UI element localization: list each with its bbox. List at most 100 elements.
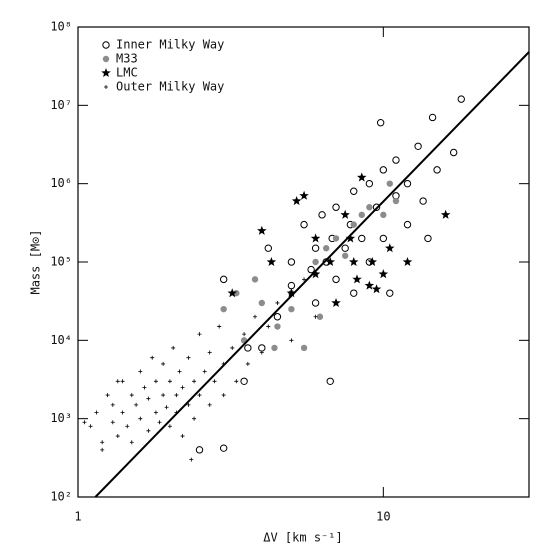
y-axis-label: Mass [M⊙] [29, 229, 43, 294]
y-tick-label: 10⁵ [50, 255, 72, 269]
point [385, 243, 395, 253]
y-tick-label: 10⁶ [50, 176, 72, 190]
point [325, 257, 335, 266]
point [234, 379, 239, 384]
legend-marker [104, 85, 108, 89]
legend-label: LMC [116, 66, 138, 80]
point [88, 424, 93, 429]
point [311, 299, 320, 307]
point [350, 187, 358, 195]
point [326, 377, 334, 385]
point [177, 369, 182, 374]
point [287, 281, 296, 290]
point [171, 345, 176, 350]
point [202, 369, 207, 374]
point [289, 338, 294, 343]
x-tick-label: 10 [376, 510, 390, 524]
y-tick-label: 10² [50, 490, 72, 504]
point [403, 179, 412, 188]
point [414, 142, 422, 150]
point [310, 233, 321, 243]
point [180, 434, 185, 439]
point [253, 314, 258, 319]
point [161, 361, 166, 366]
legend-marker [102, 41, 110, 49]
point [386, 289, 394, 297]
point [219, 275, 228, 284]
point [350, 221, 357, 228]
point [240, 377, 248, 385]
point [186, 355, 191, 360]
point [449, 148, 458, 157]
point [115, 379, 120, 384]
point [366, 204, 373, 211]
point [318, 211, 326, 219]
point [264, 244, 272, 252]
point [251, 276, 259, 283]
point [379, 234, 388, 243]
x-tick-label: 1 [74, 510, 81, 524]
point [392, 156, 400, 164]
point [332, 275, 340, 284]
point [345, 233, 356, 243]
point [311, 244, 320, 252]
point [332, 235, 340, 242]
point [266, 257, 277, 266]
point [367, 257, 377, 266]
point [299, 190, 309, 200]
point [100, 447, 105, 452]
point [120, 379, 125, 384]
point [120, 410, 125, 415]
point [245, 361, 250, 366]
point [242, 332, 247, 337]
point [192, 379, 197, 384]
point [125, 424, 130, 429]
y-tick-label: 10³ [50, 411, 72, 425]
point [332, 203, 340, 211]
point [378, 269, 389, 279]
point [186, 402, 191, 407]
point [273, 313, 282, 321]
plot-frame [77, 26, 530, 498]
point [244, 344, 252, 352]
point [105, 393, 110, 398]
point [217, 324, 222, 329]
point [189, 457, 194, 462]
point [207, 350, 212, 355]
point [115, 434, 120, 439]
point [266, 324, 271, 329]
point [230, 345, 235, 350]
point [220, 305, 227, 313]
point [312, 258, 319, 266]
point [424, 234, 432, 243]
y-tick-label: 10⁴ [50, 333, 72, 347]
point [197, 393, 202, 398]
point [257, 225, 267, 235]
point [212, 379, 217, 384]
point [142, 385, 147, 390]
point [167, 424, 172, 429]
point [286, 288, 297, 298]
point [440, 209, 451, 219]
point [288, 305, 295, 313]
point [371, 284, 382, 294]
point [310, 269, 321, 279]
point [227, 288, 237, 298]
point [164, 405, 169, 410]
point [219, 444, 228, 452]
fit-line [94, 51, 530, 498]
point [258, 344, 266, 352]
point [207, 402, 212, 407]
legend-marker [102, 55, 110, 63]
legend-label: M33 [116, 52, 138, 66]
point [300, 220, 308, 229]
point [180, 385, 185, 390]
point [358, 234, 366, 243]
point [341, 252, 349, 259]
point [340, 209, 350, 219]
point [146, 396, 151, 401]
point [153, 410, 158, 415]
point [350, 289, 358, 297]
point [302, 277, 307, 282]
